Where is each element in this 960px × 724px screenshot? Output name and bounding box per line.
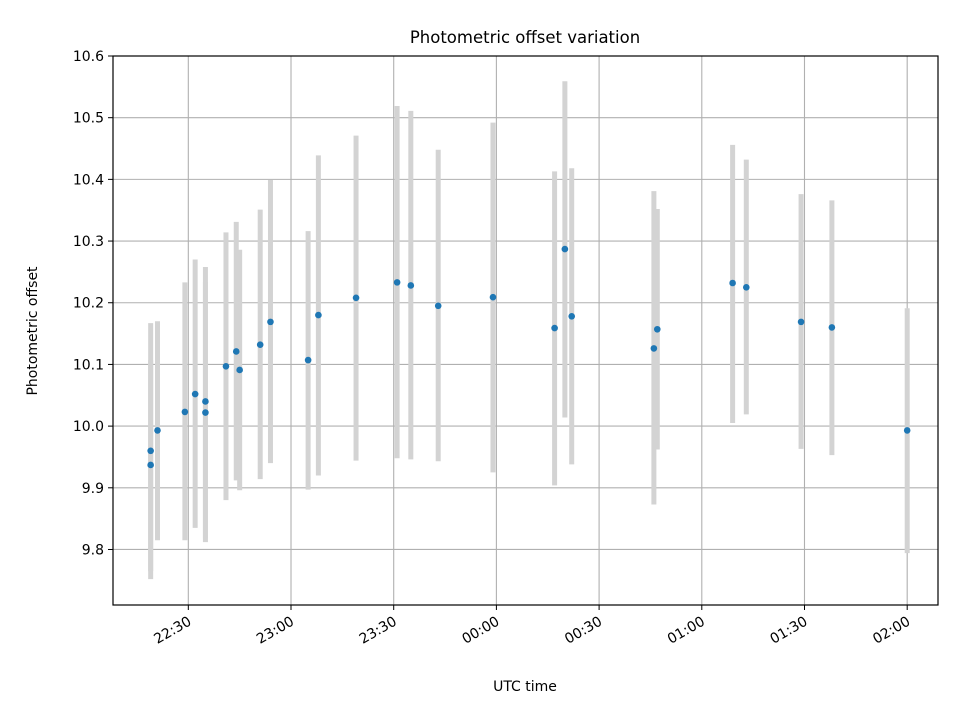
data-point [304, 356, 312, 364]
chart-title: Photometric offset variation [410, 28, 640, 47]
y-tick-label: 10.1 [73, 357, 104, 373]
data-point [256, 341, 264, 348]
data-point [181, 408, 189, 416]
data-point [434, 302, 442, 310]
data-point [742, 284, 750, 291]
y-tick-label: 9.9 [82, 481, 104, 497]
data-point [315, 311, 322, 319]
data-point [797, 318, 805, 326]
y-tick-label: 10.5 [73, 111, 104, 127]
data-point [551, 324, 558, 332]
y-tick-label: 10.6 [73, 49, 104, 65]
data-point [650, 345, 658, 352]
data-point [202, 409, 209, 416]
data-point [903, 427, 911, 434]
y-tick-label: 10.0 [73, 419, 104, 435]
data-point [236, 366, 243, 374]
y-tick-label: 9.8 [82, 542, 104, 558]
data-point [267, 318, 274, 326]
data-point [154, 427, 161, 434]
data-point [352, 294, 360, 302]
y-tick-label: 10.4 [73, 172, 104, 188]
plot-frame [112, 55, 939, 606]
data-point [191, 390, 199, 398]
data-point [653, 325, 661, 333]
data-point [489, 293, 497, 301]
data-point [561, 245, 569, 253]
data-point [222, 362, 230, 370]
data-point [202, 398, 209, 405]
data-point [729, 279, 736, 287]
y-axis-label: Photometric offset [25, 266, 41, 396]
data-point [232, 348, 240, 355]
y-tick-label: 10.2 [73, 296, 104, 312]
data-point [147, 447, 154, 455]
data-point [393, 279, 401, 286]
x-axis-label: UTC time [493, 679, 557, 695]
data-point [828, 324, 836, 331]
y-tick-label: 10.3 [73, 234, 104, 250]
data-point [568, 313, 576, 320]
data-point [147, 461, 154, 469]
data-point [407, 282, 415, 289]
point-layer [147, 245, 911, 469]
